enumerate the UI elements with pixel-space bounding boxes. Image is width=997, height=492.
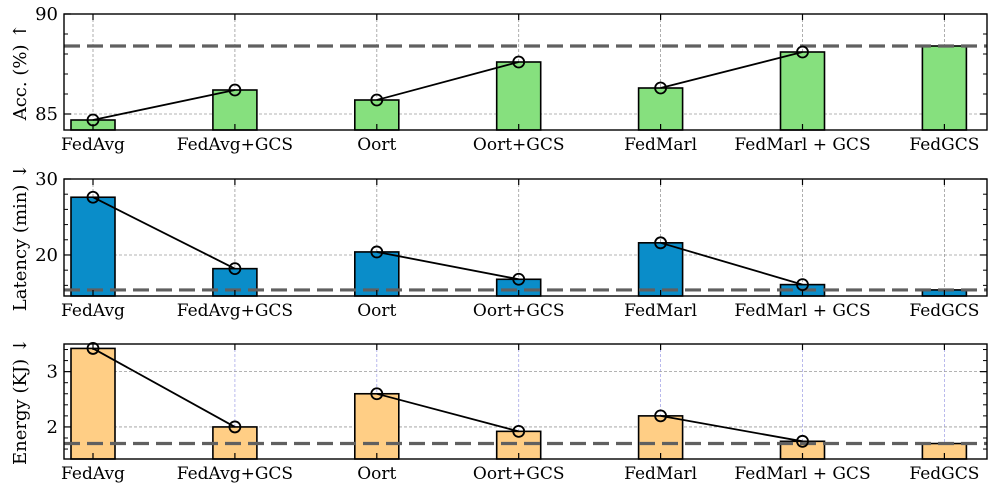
x-tick-label: FedMarl + GCS <box>734 135 870 155</box>
x-tick-label: FedMarl <box>624 464 697 484</box>
marker-6 <box>796 434 809 448</box>
x-tick-label: FedAvg+GCS <box>177 464 293 484</box>
trend-line-2 <box>376 61 519 101</box>
marker-2 <box>228 83 242 97</box>
bar-7 <box>921 45 968 131</box>
bar-1 <box>70 196 116 297</box>
x-tick-label: Oort <box>357 135 396 155</box>
trend-line-1 <box>92 196 236 270</box>
x-tick-label: FedMarl <box>624 135 697 155</box>
x-tick-label: Oort <box>357 464 396 484</box>
marker-4 <box>512 424 526 438</box>
bar-6 <box>779 51 826 131</box>
x-tick-label: Oort+GCS <box>473 464 565 484</box>
marker-4 <box>512 55 526 69</box>
trend-line-2 <box>376 392 519 433</box>
x-tick-label: Oort <box>357 301 396 321</box>
marker-1 <box>86 342 100 355</box>
trend-line-3 <box>660 241 803 286</box>
chart-panel-2: 20 30 FedAvg FedAvg+GCS Oort Oort+GCS FedMarl F… <box>10 164 988 321</box>
y-axis-title: Latency (min) ↓ <box>10 164 31 311</box>
marker-4 <box>512 272 526 286</box>
trend-line-3 <box>660 414 803 443</box>
marker-3 <box>370 245 384 259</box>
marker-3 <box>370 387 384 401</box>
marker-3 <box>370 93 384 107</box>
x-tick-label: FedAvg <box>61 301 125 321</box>
y-tick-label: 90 <box>35 4 58 25</box>
bar-4 <box>495 61 542 131</box>
x-tick-label: FedAvg+GCS <box>177 135 293 155</box>
x-tick-label: FedGCS <box>909 301 979 321</box>
x-tick-label: FedGCS <box>909 464 979 484</box>
y-tick-label: 30 <box>35 169 58 190</box>
marker-5 <box>654 81 667 95</box>
plot-frame <box>63 13 988 131</box>
plot-frame <box>63 178 988 297</box>
bar-5 <box>637 242 684 297</box>
trend-line-2 <box>376 251 519 281</box>
y-axis-title: Acc. (%) ↑ <box>10 24 31 122</box>
marker-2 <box>228 420 242 434</box>
x-tick-label: FedMarl + GCS <box>734 301 870 321</box>
x-tick-label: FedAvg+GCS <box>177 301 293 321</box>
bar-5 <box>637 87 684 131</box>
marker-5 <box>654 236 667 250</box>
y-tick-label: 85 <box>35 104 58 125</box>
marker-6 <box>796 45 809 59</box>
x-tick-label: FedAvg <box>61 135 125 155</box>
y-tick-label: 2 <box>47 417 58 438</box>
y-tick-label: 20 <box>35 245 58 266</box>
x-tick-label: FedMarl <box>624 301 697 321</box>
y-tick-label: 3 <box>47 362 58 383</box>
trend-line-1 <box>92 347 236 428</box>
x-tick-label: FedGCS <box>909 135 979 155</box>
marker-2 <box>228 262 242 276</box>
chart-panel-3: 2 3 FedAvg FedAvg+GCS Oort Oort+GCS FedMarl Fed… <box>10 338 988 484</box>
x-tick-label: FedAvg <box>61 464 125 484</box>
trend-line-3 <box>660 51 803 89</box>
bar-5 <box>637 415 684 460</box>
bar-3 <box>353 392 400 460</box>
marker-1 <box>86 190 100 204</box>
x-tick-label: FedMarl + GCS <box>734 464 870 484</box>
x-tick-label: Oort+GCS <box>473 301 565 321</box>
bar-1 <box>70 347 116 460</box>
plot-frame <box>63 343 988 460</box>
x-tick-label: Oort+GCS <box>473 135 565 155</box>
trend-line-1 <box>92 89 236 121</box>
marker-5 <box>654 409 667 423</box>
chart-panel-1: 85 90 FedAvg FedAvg+GCS Oort Oort+GCS FedMarl F… <box>10 4 988 155</box>
y-axis-title: Energy (KJ) ↓ <box>10 338 31 465</box>
